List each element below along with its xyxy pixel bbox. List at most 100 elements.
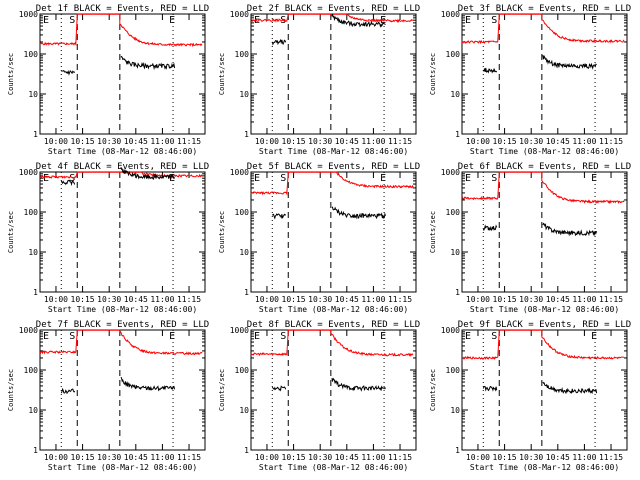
panel-title: Det 4f BLACK = Events, RED = LLD [36, 162, 209, 172]
y-tick-label: 1000 [230, 10, 249, 19]
x-tick-label: 11:00 [361, 453, 385, 462]
y-tick-label: 100 [446, 50, 461, 59]
y-axis-label: Counts/sec [429, 211, 437, 253]
events-series-line [120, 376, 176, 392]
y-tick-label: 10 [450, 406, 460, 415]
y-tick-label: 100 [24, 50, 39, 59]
y-tick-label: 1 [33, 130, 38, 139]
panel-title: Det 3f BLACK = Events, RED = LLD [458, 4, 631, 14]
y-axis-label: Counts/sec [429, 369, 437, 411]
x-tick-label: 11:15 [599, 137, 623, 146]
events-series-line [60, 179, 76, 187]
x-tick-label: 10:45 [124, 295, 148, 304]
x-tick-label: 10:30 [519, 453, 543, 462]
x-tick-label: 10:45 [335, 453, 359, 462]
marker-label: S [491, 15, 497, 26]
y-tick-label: 100 [24, 366, 39, 375]
x-axis-label: Start Time (08-Mar-12 08:46:00) [259, 305, 408, 314]
events-series-line [331, 13, 386, 28]
plot-frame [250, 171, 417, 293]
x-tick-label: 11:00 [572, 295, 596, 304]
panel-title: Det 8f BLACK = Events, RED = LLD [247, 320, 420, 330]
events-series-line [271, 213, 287, 220]
lld-series-line [250, 171, 414, 196]
marker-label: E [43, 15, 49, 26]
plot-frame [39, 329, 206, 451]
panel-title: Det 1f BLACK = Events, RED = LLD [36, 4, 209, 14]
events-series-line [271, 385, 287, 392]
y-tick-label: 100 [235, 50, 250, 59]
y-tick-label: 1 [244, 288, 249, 297]
events-series-line [482, 224, 498, 232]
marker-label: E [169, 331, 175, 342]
x-tick-label: 11:00 [361, 137, 385, 146]
x-tick-label: 10:45 [124, 453, 148, 462]
x-tick-label: 11:00 [150, 453, 174, 462]
y-tick-label: 1 [244, 446, 249, 455]
plot-frame [461, 329, 628, 451]
y-tick-label: 1 [244, 130, 249, 139]
x-tick-label: 11:15 [388, 137, 412, 146]
x-tick-label: 10:00 [44, 137, 68, 146]
x-tick-label: 10:30 [519, 137, 543, 146]
x-tick-label: 10:45 [335, 137, 359, 146]
panel-title: Det 2f BLACK = Events, RED = LLD [247, 4, 420, 14]
x-tick-label: 10:00 [44, 295, 68, 304]
y-tick-label: 100 [446, 366, 461, 375]
panel-8: Det 8f BLACK = Events, RED = LLD 1 10 100 10… [218, 320, 420, 472]
marker-label: E [591, 15, 597, 26]
y-axis-label: Counts/sec [218, 211, 226, 253]
plot-frame [461, 171, 628, 293]
panel-title: Det 6f BLACK = Events, RED = LLD [458, 162, 631, 172]
x-tick-label: 10:15 [71, 137, 95, 146]
events-series-line [271, 38, 287, 46]
lld-series-line [461, 13, 625, 45]
marker-label: S [280, 173, 286, 184]
y-tick-label: 10 [239, 248, 249, 257]
x-tick-label: 11:00 [572, 137, 596, 146]
x-tick-label: 10:45 [546, 295, 570, 304]
x-tick-label: 11:00 [150, 137, 174, 146]
panel-3: Det 3f BLACK = Events, RED = LLD 1 10 100 10… [429, 4, 631, 156]
y-tick-label: 100 [446, 208, 461, 217]
x-tick-label: 10:00 [255, 137, 279, 146]
lld-series-line [250, 329, 414, 357]
marker-label: E [254, 331, 260, 342]
y-tick-label: 10 [28, 90, 38, 99]
x-tick-label: 10:15 [71, 295, 95, 304]
x-tick-label: 10:00 [255, 453, 279, 462]
y-axis-label: Counts/sec [429, 53, 437, 95]
x-tick-label: 11:15 [177, 137, 201, 146]
x-tick-label: 10:00 [466, 137, 490, 146]
marker-label: S [491, 331, 497, 342]
marker-label: E [380, 173, 386, 184]
lld-series-line [461, 171, 625, 205]
marker-label: E [465, 331, 471, 342]
x-axis-label: Start Time (08-Mar-12 08:46:00) [48, 147, 197, 156]
y-tick-label: 1000 [230, 168, 249, 177]
y-axis-label: Counts/sec [218, 369, 226, 411]
events-series-line [542, 55, 597, 70]
x-axis-label: Start Time (08-Mar-12 08:46:00) [470, 305, 619, 314]
x-tick-label: 10:15 [282, 453, 306, 462]
y-tick-label: 1000 [19, 10, 38, 19]
marker-label: S [69, 331, 75, 342]
y-tick-label: 1000 [19, 168, 38, 177]
panel-title: Det 5f BLACK = Events, RED = LLD [247, 162, 420, 172]
panel-title: Det 9f BLACK = Events, RED = LLD [458, 320, 631, 330]
events-series-line [120, 55, 176, 71]
x-tick-label: 10:15 [282, 295, 306, 304]
events-series-line [331, 377, 387, 392]
y-axis-label: Counts/sec [7, 53, 15, 95]
x-axis-label: Start Time (08-Mar-12 08:46:00) [48, 463, 197, 472]
x-tick-label: 10:00 [255, 295, 279, 304]
y-tick-label: 1000 [230, 326, 249, 335]
events-series-line [120, 166, 176, 180]
panel-7: Det 7f BLACK = Events, RED = LLD 1 10 100 10… [7, 320, 209, 472]
panel-title: Det 7f BLACK = Events, RED = LLD [36, 320, 209, 330]
y-tick-label: 10 [239, 90, 249, 99]
x-tick-label: 10:15 [493, 295, 517, 304]
x-tick-label: 10:30 [308, 137, 332, 146]
x-tick-label: 10:15 [71, 453, 95, 462]
